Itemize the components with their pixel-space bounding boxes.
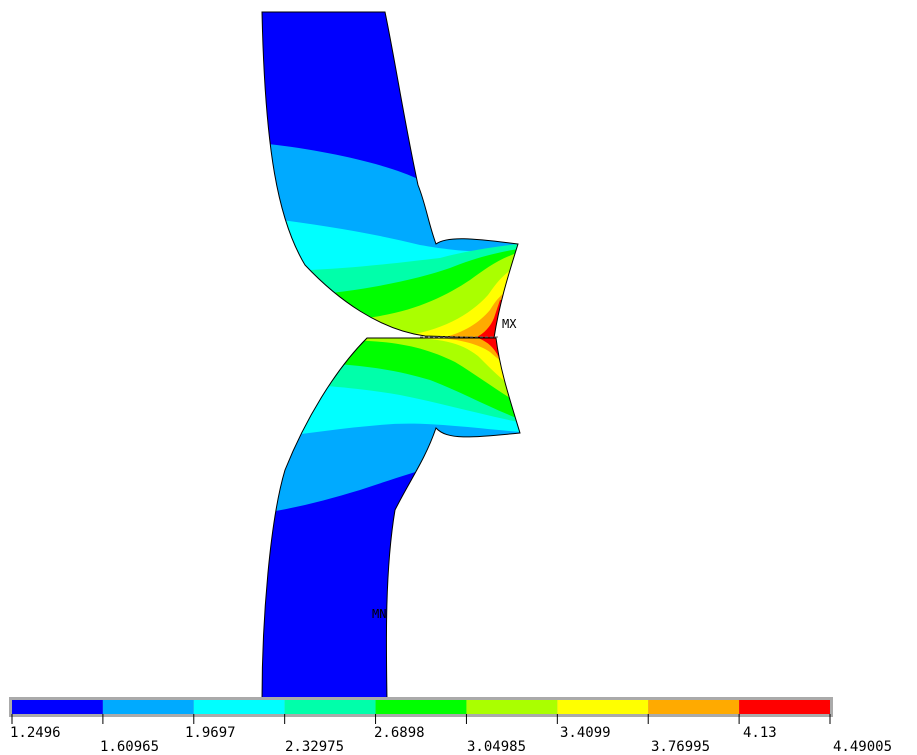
min-marker-label: MN	[372, 607, 386, 621]
legend-swatch	[193, 700, 285, 714]
legend-swatch	[557, 700, 649, 714]
legend-swatch	[739, 700, 830, 714]
legend-swatch	[12, 700, 103, 714]
legend-value-4: 2.32975	[285, 739, 344, 755]
upper-gear-contour	[262, 12, 518, 338]
legend-value-5: 2.6898	[374, 725, 425, 741]
legend-swatch	[648, 700, 740, 714]
legend-swatch	[375, 700, 467, 714]
legend-value-8: 3.76995	[651, 739, 710, 755]
legend-value-2: 1.60965	[100, 739, 159, 755]
legend-swatch	[466, 700, 558, 714]
contour-legend: 1.2496 1.9697 2.6898 3.4099 4.13 1.60965…	[9, 697, 892, 755]
legend-value-3: 1.9697	[185, 725, 236, 741]
legend-value-7: 3.4099	[560, 725, 611, 741]
legend-swatch	[102, 700, 194, 714]
legend-value-10: 4.49005	[833, 739, 892, 755]
legend-value-9: 4.13	[743, 725, 777, 741]
legend-swatch	[284, 700, 376, 714]
max-marker-label: MX	[502, 317, 517, 331]
legend-value-1: 1.2496	[10, 725, 61, 741]
legend-value-6: 3.04985	[467, 739, 526, 755]
